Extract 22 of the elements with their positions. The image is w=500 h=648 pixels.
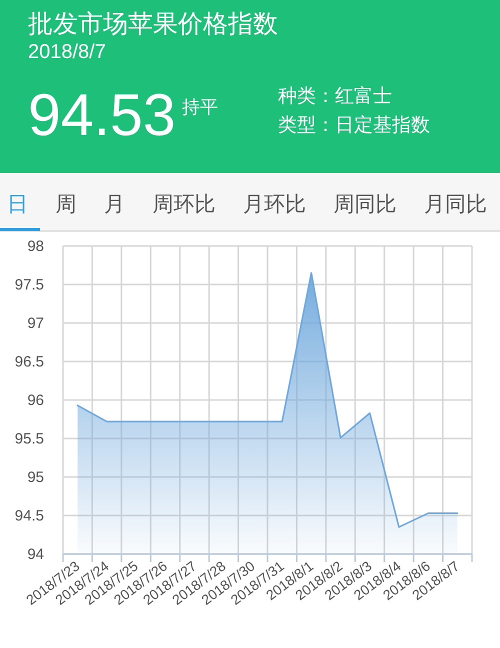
variety-info: 种类：红富士 — [278, 86, 392, 107]
y-tick-label: 97 — [27, 315, 44, 332]
chart-subtitle: 2018/8/7 — [28, 41, 106, 63]
y-tick-label: 96 — [27, 392, 44, 409]
tab-label: 月同比 — [424, 193, 487, 216]
tab-label-selected: 日 — [7, 193, 28, 216]
current-value: 94.53 — [28, 82, 176, 148]
change-status: 持平 — [182, 97, 218, 117]
y-tick-label: 97.5 — [14, 276, 44, 294]
tab-label: 月环比 — [243, 193, 306, 216]
tab-label: 周环比 — [152, 193, 216, 216]
y-tick-label: 95.5 — [14, 430, 44, 448]
y-tick-label: 96.5 — [14, 354, 44, 370]
tab-label: 月 — [104, 193, 125, 216]
tab-label: 周 — [56, 193, 76, 216]
chart-title: 批发市场苹果价格指数 — [28, 10, 278, 38]
y-tick-label: 95 — [27, 469, 44, 486]
tab-label: 周同比 — [334, 193, 396, 216]
index-type-info: 类型：日定基指数 — [278, 115, 430, 136]
y-tick-label: 94.5 — [14, 508, 44, 524]
y-tick-label: 94 — [27, 546, 44, 563]
y-tick-label: 98 — [27, 238, 44, 255]
